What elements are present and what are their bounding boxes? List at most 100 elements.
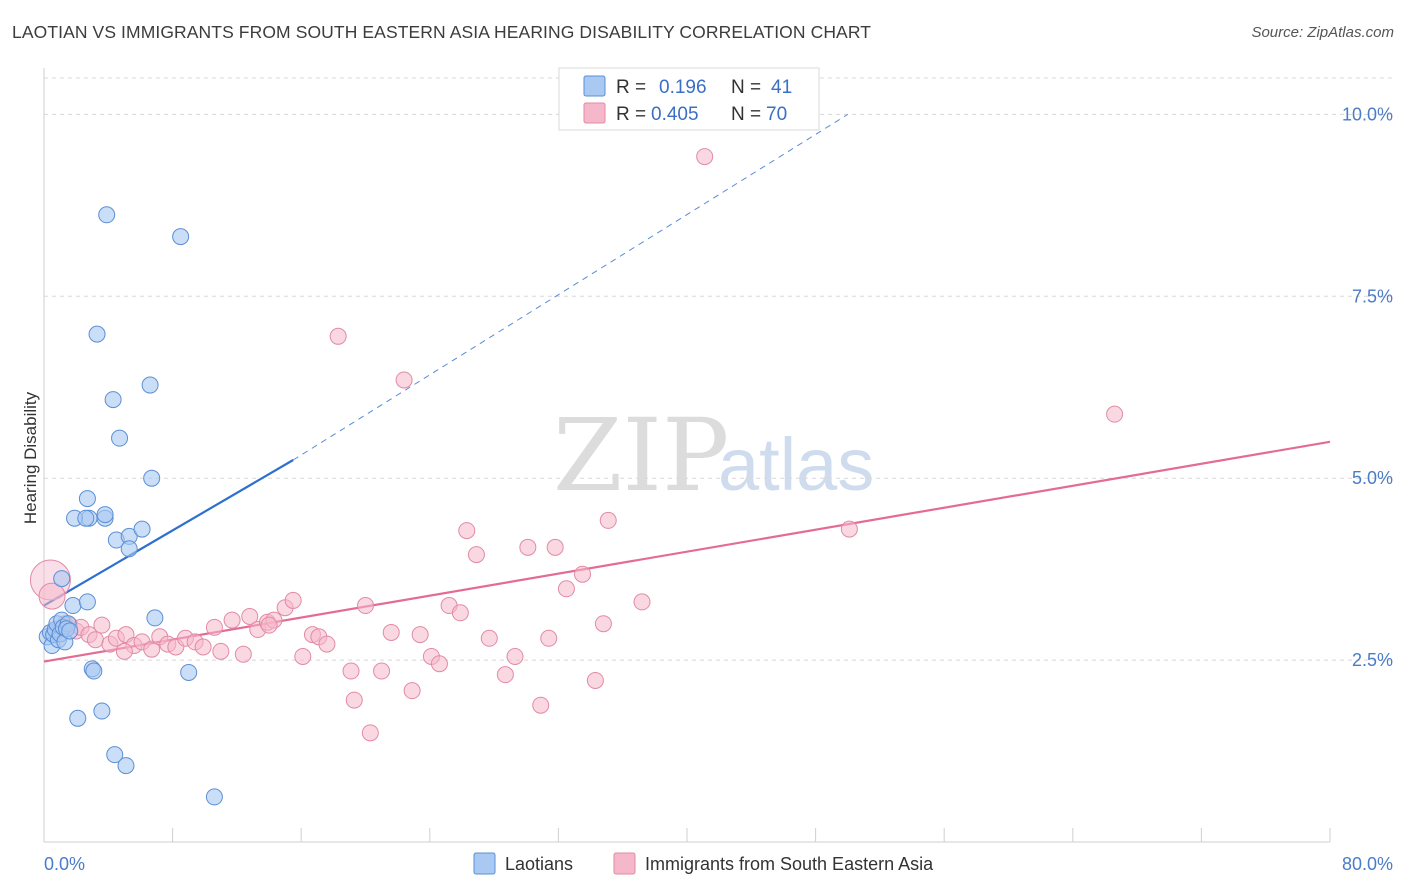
data-point-immigrants — [260, 616, 278, 634]
data-point-immigrants — [1106, 405, 1124, 423]
data-point-immigrants — [223, 611, 241, 629]
data-point-laotians — [106, 746, 124, 764]
data-point-immigrants — [451, 604, 469, 622]
data-point-immigrants — [143, 640, 161, 658]
data-point-immigrants — [599, 511, 617, 529]
legend-r-label: R = — [616, 104, 646, 125]
data-point-laotians — [120, 540, 138, 558]
x-tick-label-max: 80.0% — [1342, 854, 1393, 874]
trend-line-laotians-extrapolated — [292, 113, 849, 461]
legend-swatch-laotians — [583, 75, 606, 97]
data-point-laotians — [93, 702, 111, 720]
data-point-immigrants — [284, 591, 302, 609]
data-point-immigrants — [345, 691, 363, 709]
data-point-immigrants — [205, 618, 223, 636]
legend-r-label: R = — [616, 77, 646, 98]
data-point-immigrants — [194, 638, 212, 656]
data-point-immigrants — [93, 616, 111, 634]
data-point-immigrants — [234, 645, 252, 663]
data-point-immigrants — [557, 580, 575, 598]
data-point-immigrants — [840, 520, 858, 538]
data-point-immigrants — [430, 655, 448, 673]
y-tick-labels: 2.5% 5.0% 7.5% 10.0% — [1342, 104, 1393, 670]
data-point-laotians — [96, 506, 114, 524]
legend-label-immigrants[interactable]: Immigrants from South Eastern Asia — [645, 854, 934, 874]
data-point-laotians — [77, 509, 95, 527]
data-point-laotians — [146, 609, 164, 627]
data-point-immigrants — [574, 565, 592, 583]
y-tick-label: 7.5% — [1352, 286, 1393, 306]
data-point-immigrants — [496, 666, 514, 684]
data-point-immigrants — [467, 546, 485, 564]
legend-r-value-immigrants: 0.405 — [651, 104, 699, 125]
source-attribution: Source: ZipAtlas.com — [1251, 24, 1394, 41]
data-point-immigrants — [506, 647, 524, 665]
data-point-immigrants — [241, 607, 259, 625]
data-point-immigrants — [361, 724, 379, 742]
data-point-immigrants — [546, 538, 564, 556]
legend-n-value-laotians: 41 — [771, 77, 792, 98]
data-point-immigrants — [519, 538, 537, 556]
data-point-immigrants — [480, 629, 498, 647]
x-tick-label-min: 0.0% — [44, 854, 85, 874]
gridlines — [44, 77, 1393, 661]
legend-swatch-laotians[interactable] — [473, 852, 496, 875]
data-point-immigrants — [594, 615, 612, 633]
data-point-immigrants — [382, 623, 400, 641]
data-point-laotians — [61, 622, 79, 640]
watermark-atlas: atlas — [718, 423, 874, 506]
data-point-immigrants — [115, 642, 133, 660]
y-tick-label: 5.0% — [1352, 468, 1393, 488]
data-point-laotians — [141, 376, 159, 394]
legend-r-value-laotians: 0.196 — [659, 77, 707, 98]
data-point-laotians — [88, 325, 106, 343]
data-point-immigrants — [633, 593, 651, 611]
data-point-immigrants — [38, 582, 66, 610]
data-point-laotians — [104, 391, 122, 409]
series-legend: Laotians Immigrants from South Eastern A… — [473, 852, 934, 875]
data-point-laotians — [78, 593, 96, 611]
data-point-laotians — [85, 662, 103, 680]
data-point-laotians — [133, 520, 151, 538]
trend-lines — [43, 113, 1331, 663]
data-point-laotians — [78, 490, 96, 508]
data-point-laotians — [64, 597, 82, 615]
data-point-immigrants — [86, 631, 104, 649]
legend-swatch-immigrants — [583, 102, 606, 124]
legend-n-value-immigrants: 70 — [766, 104, 787, 125]
data-point-laotians — [98, 206, 116, 224]
data-point-laotians — [69, 709, 87, 727]
data-point-immigrants — [329, 327, 347, 345]
data-point-immigrants — [318, 635, 336, 653]
data-point-immigrants — [532, 696, 550, 714]
y-tick-label: 2.5% — [1352, 650, 1393, 670]
y-tick-label: 10.0% — [1342, 104, 1393, 124]
data-point-immigrants — [696, 148, 714, 166]
legend-label-laotians[interactable]: Laotians — [505, 854, 573, 874]
data-point-laotians — [143, 469, 161, 487]
data-point-immigrants — [395, 371, 413, 389]
data-point-laotians — [205, 788, 223, 806]
legend-n-label: N = — [731, 104, 761, 125]
data-point-laotians — [180, 663, 198, 681]
legend-swatch-immigrants[interactable] — [613, 852, 636, 875]
correlation-legend: R = 0.196 N = 41 R = 0.405 N = 70 — [558, 67, 820, 131]
data-point-immigrants — [294, 647, 312, 665]
data-point-immigrants — [411, 626, 429, 644]
data-point-laotians — [117, 757, 135, 775]
series-laotians-points — [38, 206, 223, 806]
data-point-laotians — [172, 228, 190, 246]
axes — [43, 68, 1331, 843]
legend-n-label: N = — [731, 77, 761, 98]
trend-line-laotians — [43, 459, 294, 607]
chart-title: LAOTIAN VS IMMIGRANTS FROM SOUTH EASTERN… — [12, 22, 872, 42]
data-point-immigrants — [357, 597, 374, 615]
watermark-zip: ZIP — [553, 397, 729, 514]
y-axis-label: Hearing Disability — [21, 391, 40, 524]
data-point-immigrants — [458, 522, 476, 540]
data-point-immigrants — [373, 662, 391, 680]
data-point-immigrants — [212, 642, 230, 660]
series-immigrants-points — [29, 148, 1124, 742]
data-point-immigrants — [403, 682, 421, 700]
data-point-laotians — [53, 570, 71, 588]
